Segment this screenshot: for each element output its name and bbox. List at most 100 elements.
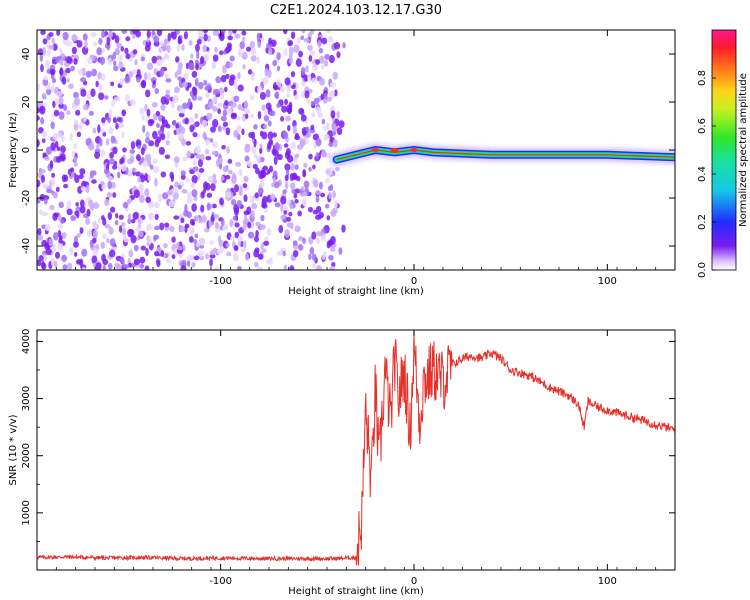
- noise-dot: [144, 188, 150, 197]
- noise-dot: [37, 48, 44, 55]
- noise-dot: [166, 131, 171, 140]
- noise-dot: [288, 211, 293, 217]
- noise-dot: [229, 74, 236, 81]
- noise-dot: [112, 164, 118, 170]
- noise-dot: [305, 126, 310, 133]
- noise-dot: [56, 90, 63, 97]
- noise-dot: [173, 86, 181, 94]
- noise-dot: [100, 73, 106, 81]
- noise-dot: [37, 198, 41, 204]
- noise-dot: [146, 62, 154, 71]
- noise-dot: [284, 77, 291, 86]
- noise-dot: [210, 182, 216, 192]
- noise-dot: [178, 212, 185, 219]
- noise-dot: [315, 152, 319, 160]
- noise-dot: [119, 257, 125, 264]
- noise-dot: [320, 64, 325, 70]
- noise-dot: [261, 36, 265, 42]
- noise-dot: [98, 137, 103, 147]
- noise-dot: [265, 89, 271, 98]
- noise-dot: [257, 110, 262, 120]
- noise-dot: [318, 55, 325, 64]
- noise-dot: [155, 110, 161, 117]
- noise-dot: [41, 92, 47, 99]
- noise-dot: [160, 133, 166, 141]
- noise-dot: [85, 217, 91, 225]
- noise-dot: [78, 173, 84, 180]
- noise-dot: [154, 213, 159, 221]
- noise-dot: [263, 240, 270, 246]
- noise-dot: [329, 81, 337, 88]
- noise-dot: [290, 162, 296, 171]
- noise-dot: [200, 56, 205, 64]
- noise-dot: [183, 72, 189, 80]
- colorbar: 0.0 0.2 0.4 0.6 0.8 Normalized spectral ampl…: [697, 29, 749, 278]
- noise-dot: [209, 258, 213, 267]
- noise-dot: [312, 179, 319, 188]
- noise-dot: [307, 206, 313, 213]
- noise-dot: [159, 40, 164, 47]
- noise-dot: [86, 93, 92, 100]
- trace-hotspot: [390, 148, 399, 152]
- noise-dot: [133, 258, 141, 266]
- noise-dot: [127, 170, 132, 177]
- noise-dot: [51, 37, 55, 45]
- noise-dot: [300, 35, 305, 40]
- noise-dot: [73, 251, 78, 257]
- noise-dot: [159, 222, 165, 231]
- noise-dot: [98, 92, 105, 101]
- noise-dot: [196, 38, 202, 45]
- noise-dot: [118, 225, 123, 233]
- noise-dot: [229, 219, 234, 228]
- noise-dot: [100, 215, 105, 221]
- noise-dot: [121, 227, 127, 235]
- noise-dot: [222, 64, 227, 74]
- noise-dot: [197, 96, 203, 101]
- noise-dot: [110, 81, 115, 87]
- noise-dot: [108, 30, 114, 39]
- noise-dot: [147, 174, 152, 182]
- noise-dot: [334, 200, 338, 209]
- colorbar-tick-label: 0.4: [697, 166, 708, 182]
- noise-dot: [128, 71, 134, 78]
- noise-dot: [299, 138, 306, 147]
- noise-dot: [209, 138, 214, 143]
- noise-dot: [50, 178, 56, 187]
- noise-dot: [70, 167, 75, 173]
- noise-dot: [107, 262, 113, 270]
- noise-dot: [164, 72, 169, 79]
- noise-dot: [319, 230, 324, 237]
- noise-dot: [294, 164, 299, 171]
- noise-dot: [217, 108, 222, 115]
- noise-dot: [294, 153, 300, 159]
- noise-dot: [253, 153, 258, 159]
- noise-dot: [56, 156, 62, 163]
- noise-dot: [147, 212, 155, 221]
- noise-dot: [307, 73, 312, 82]
- noise-dot: [224, 100, 229, 106]
- noise-dot: [65, 56, 73, 64]
- noise-dot: [235, 116, 241, 121]
- noise-dot: [241, 51, 248, 60]
- noise-dot: [260, 214, 265, 222]
- noise-dot: [282, 131, 289, 139]
- noise-dot: [280, 195, 287, 205]
- noise-dot: [108, 249, 116, 258]
- noise-dot: [172, 119, 177, 126]
- y-tick-label: -40: [21, 238, 32, 254]
- noise-dot: [308, 236, 314, 245]
- noise-dot: [52, 243, 57, 252]
- noise-dot: [50, 84, 55, 94]
- noise-dot: [51, 172, 56, 178]
- noise-dot: [193, 215, 199, 221]
- noise-dot: [316, 265, 322, 270]
- noise-dot: [308, 253, 312, 261]
- noise-dot: [241, 30, 247, 36]
- noise-dot: [61, 76, 67, 85]
- noise-dot: [146, 30, 151, 38]
- noise-dot: [135, 30, 141, 38]
- noise-dot: [240, 247, 246, 253]
- noise-dot: [250, 47, 257, 56]
- noise-dot: [218, 163, 223, 170]
